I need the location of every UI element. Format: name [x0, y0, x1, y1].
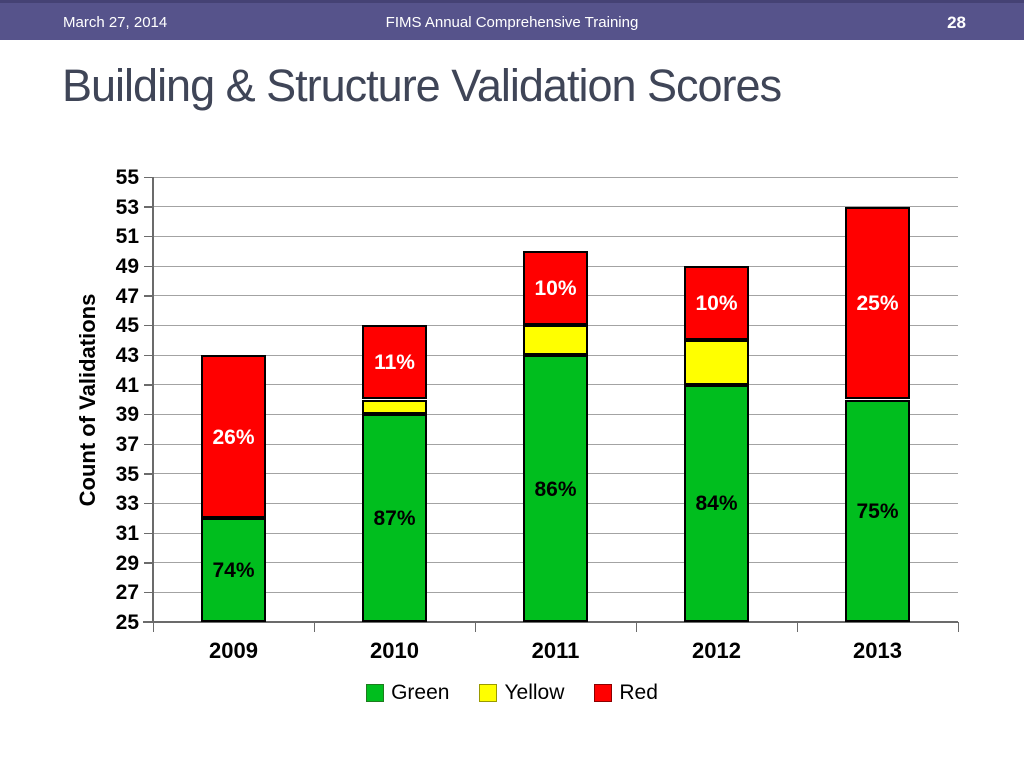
bar-segment-red [201, 355, 266, 519]
y-tick-mark [144, 295, 153, 297]
legend-label: Red [619, 681, 658, 704]
y-tick-mark [144, 443, 153, 445]
y-tick-mark [144, 532, 153, 534]
y-tick-mark [144, 384, 153, 386]
page-number: 28 [947, 13, 966, 32]
x-tick-mark [152, 622, 154, 632]
bar-segment-label: 11% [374, 351, 415, 375]
legend-swatch-yellow [479, 683, 498, 702]
bar-segment-red [845, 206, 910, 400]
bar-segment-yellow [684, 340, 749, 385]
x-tick-mark [796, 622, 798, 632]
gridline [153, 235, 958, 237]
y-tick-mark [144, 473, 153, 475]
bar-segment-yellow [362, 399, 427, 415]
y-tick-label: 53 [115, 195, 139, 219]
legend-label: Green [391, 681, 450, 704]
header-date: March 27, 2014 [63, 14, 168, 31]
x-tick-mark [313, 622, 315, 632]
bar-segment-green [684, 384, 749, 622]
bar-segment-label: 84% [695, 492, 738, 516]
bar-segment-red [523, 251, 588, 326]
legend-item-yellow: Yellow [479, 682, 564, 703]
legend-item-red: Red [594, 682, 658, 703]
y-tick-mark [144, 235, 153, 238]
gridline [153, 176, 958, 178]
y-tick-mark [144, 591, 153, 594]
x-tick-mark [635, 622, 637, 632]
y-tick-label: 49 [115, 255, 139, 278]
y-tick-label: 45 [115, 314, 139, 338]
legend-label: Yellow [504, 681, 565, 704]
y-tick-mark [144, 562, 153, 564]
bar-segment-label: 26% [212, 425, 255, 449]
x-axis-line [143, 621, 958, 623]
y-tick-label: 31 [115, 522, 139, 545]
header-course-title: FIMS Annual Comprehensive Training [385, 14, 639, 31]
slide-title: Building & Structure Validation Scores [62, 60, 782, 111]
y-tick-mark [144, 502, 153, 505]
y-tick-label: 41 [115, 373, 139, 397]
x-tick-label: 2009 [209, 638, 258, 663]
bar-segment-label: 86% [534, 477, 577, 501]
x-tick-label: 2013 [853, 638, 902, 663]
gridline [153, 206, 958, 208]
x-tick-label: 2011 [531, 638, 580, 663]
bar-segment-red [362, 325, 427, 400]
y-tick-label: 43 [115, 344, 139, 367]
bar-segment-label: 10% [695, 292, 738, 316]
bar-segment-green [523, 355, 588, 622]
x-tick-mark [957, 622, 959, 632]
y-tick-mark [144, 413, 153, 416]
bar-segment-label: 10% [534, 277, 577, 301]
chart-legend: Green Yellow Red [0, 682, 1024, 703]
y-axis-line [152, 177, 154, 623]
x-tick-mark [474, 622, 476, 632]
bar-segment-green [201, 518, 266, 622]
y-tick-label: 47 [115, 284, 139, 308]
y-tick-mark [144, 206, 153, 208]
y-tick-mark [144, 265, 153, 267]
bar-segment-green [845, 399, 910, 622]
y-tick-label: 51 [115, 225, 139, 249]
y-tick-mark [144, 176, 153, 178]
slide-header: March 27, 2014 FIMS Annual Comprehensive… [0, 0, 1024, 40]
legend-swatch-green [366, 683, 385, 702]
y-tick-label: 29 [115, 551, 139, 575]
y-tick-label: 37 [115, 433, 139, 456]
bar-segment-label: 87% [373, 507, 416, 531]
y-tick-label: 55 [115, 166, 139, 189]
bar-segment-label: 75% [856, 499, 899, 523]
y-tick-label: 25 [115, 611, 139, 634]
y-tick-label: 33 [115, 492, 139, 516]
bar-segment-label: 25% [856, 292, 899, 316]
y-tick-label: 27 [115, 581, 139, 605]
x-tick-label: 2010 [370, 638, 419, 663]
legend-swatch-red [594, 683, 613, 702]
bar-segment-red [684, 266, 749, 341]
legend-item-green: Green [366, 682, 449, 703]
y-tick-label: 39 [115, 403, 139, 427]
bar-segment-green [362, 414, 427, 622]
x-tick-label: 2012 [692, 638, 741, 663]
bar-segment-label: 74% [212, 559, 255, 583]
bar-segment-yellow [523, 325, 588, 355]
y-tick-mark [144, 324, 153, 327]
y-tick-mark [144, 354, 153, 356]
y-tick-label: 35 [115, 462, 139, 486]
